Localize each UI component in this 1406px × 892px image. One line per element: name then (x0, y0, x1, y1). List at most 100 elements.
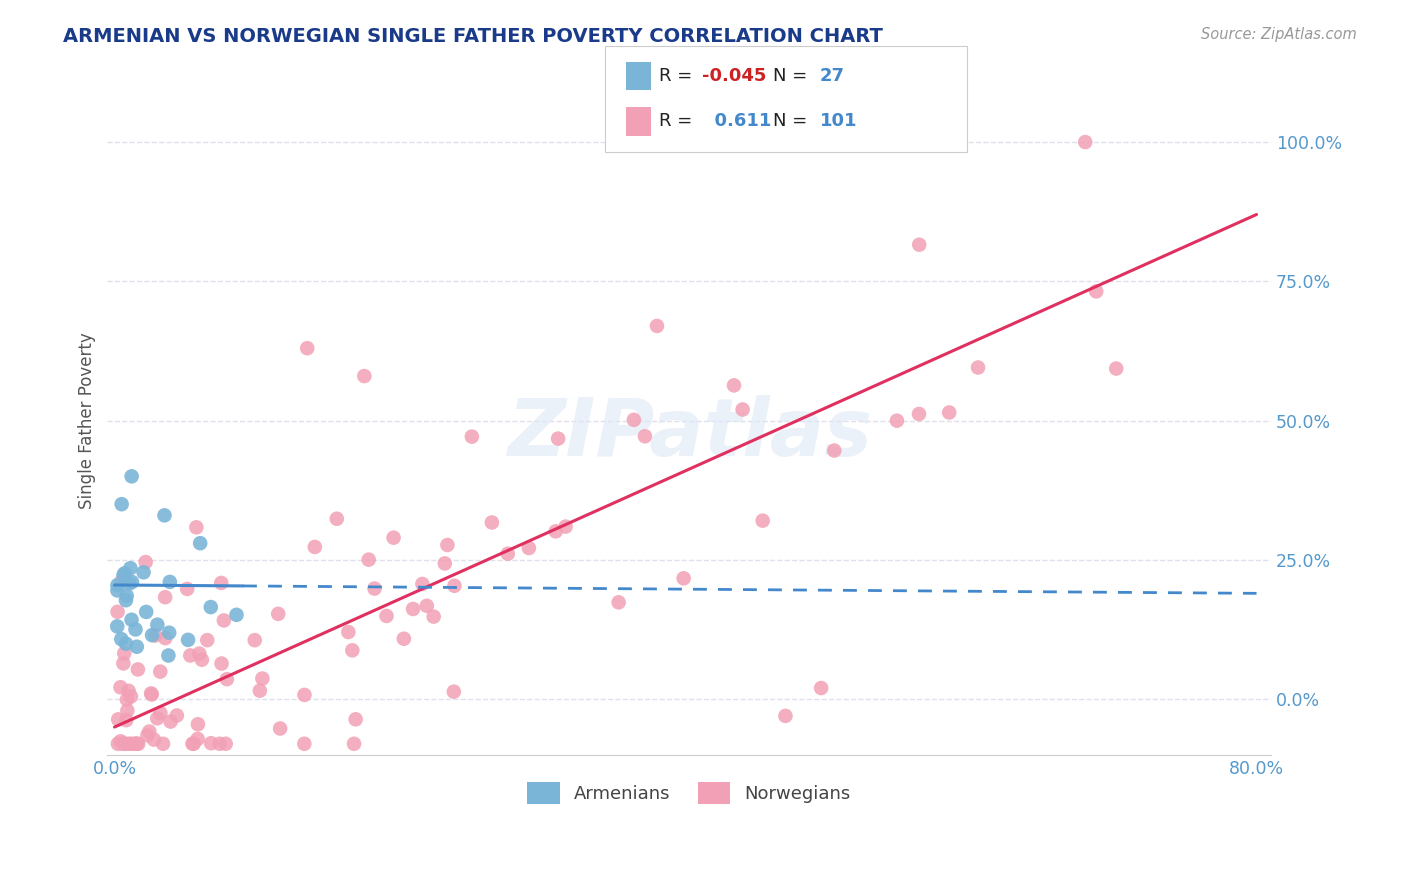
Point (118, 576, 141, 591)
Point (243, 633, 266, 648)
Point (111, 497, 134, 511)
Point (215, 672, 238, 686)
Point (105, 619, 128, 633)
Point (135, 555, 157, 569)
Point (120, 737, 142, 751)
Point (110, 632, 132, 647)
Point (111, 737, 134, 751)
Point (138, 724, 160, 739)
Point (402, 602, 425, 616)
Point (382, 531, 405, 545)
Point (181, 737, 204, 751)
Text: Source: ZipAtlas.com: Source: ZipAtlas.com (1201, 27, 1357, 42)
Point (411, 577, 433, 591)
Point (212, 614, 235, 628)
Point (107, 737, 129, 751)
Point (117, 704, 139, 718)
Point (297, 341, 319, 355)
Point (157, 648, 180, 663)
Point (517, 541, 540, 555)
Point (443, 579, 465, 593)
Point (917, 135, 939, 149)
Point (117, 737, 139, 751)
Point (634, 429, 657, 443)
Point (200, 600, 222, 615)
Point (496, 547, 519, 561)
Point (433, 557, 456, 571)
Point (112, 567, 135, 582)
Text: R =: R = (659, 67, 699, 85)
Text: N =: N = (773, 112, 813, 130)
Text: 0.611: 0.611 (702, 112, 770, 130)
Point (1074, 135, 1097, 149)
Point (269, 722, 291, 736)
Point (363, 582, 385, 596)
Point (141, 688, 163, 702)
Point (143, 628, 166, 642)
Point (188, 647, 211, 661)
Point (908, 407, 931, 421)
Point (186, 520, 208, 534)
Point (121, 613, 143, 627)
Point (422, 609, 444, 624)
Point (731, 402, 754, 417)
Point (115, 692, 138, 706)
Point (267, 607, 290, 621)
Point (461, 429, 484, 443)
Text: 27: 27 (820, 67, 845, 85)
Point (938, 405, 960, 419)
Text: N =: N = (773, 67, 813, 85)
Point (810, 681, 832, 695)
Point (292, 737, 315, 751)
Point (142, 732, 165, 747)
Point (149, 706, 172, 720)
Point (127, 737, 149, 751)
Point (375, 609, 398, 624)
Legend: Armenians, Norwegians: Armenians, Norwegians (519, 772, 860, 813)
Point (153, 508, 176, 523)
Point (177, 632, 200, 647)
Point (149, 665, 172, 679)
Point (967, 360, 990, 375)
Point (252, 672, 274, 686)
Point (111, 574, 134, 588)
Point (141, 628, 163, 642)
Point (115, 589, 138, 603)
Point (623, 413, 645, 427)
Point (337, 625, 360, 640)
Point (294, 688, 316, 702)
Point (481, 516, 503, 530)
Point (121, 574, 143, 589)
Point (157, 625, 180, 640)
Point (886, 414, 908, 428)
Point (135, 605, 157, 619)
Point (159, 714, 181, 729)
Text: ZIPatlas: ZIPatlas (506, 395, 872, 473)
Point (166, 708, 188, 723)
Point (723, 378, 745, 392)
Point (215, 737, 238, 751)
Point (105, 583, 128, 598)
Point (344, 712, 367, 726)
Text: ARMENIAN VS NORWEGIAN SINGLE FATHER POVERTY CORRELATION CHART: ARMENIAN VS NORWEGIAN SINGLE FATHER POVE… (63, 27, 883, 45)
Point (326, 512, 349, 526)
Point (125, 737, 148, 751)
Point (416, 599, 439, 613)
Point (115, 713, 138, 727)
Point (672, 571, 695, 585)
Point (115, 637, 138, 651)
Text: R =: R = (659, 112, 699, 130)
Point (125, 640, 148, 654)
Point (110, 680, 132, 694)
Point (114, 737, 136, 751)
Point (139, 686, 162, 700)
Point (225, 607, 247, 622)
Point (136, 728, 159, 742)
Point (120, 561, 142, 575)
Point (152, 737, 174, 751)
Point (107, 712, 129, 726)
Point (195, 633, 218, 648)
Point (176, 582, 198, 596)
Point (775, 709, 797, 723)
Point (179, 648, 201, 663)
